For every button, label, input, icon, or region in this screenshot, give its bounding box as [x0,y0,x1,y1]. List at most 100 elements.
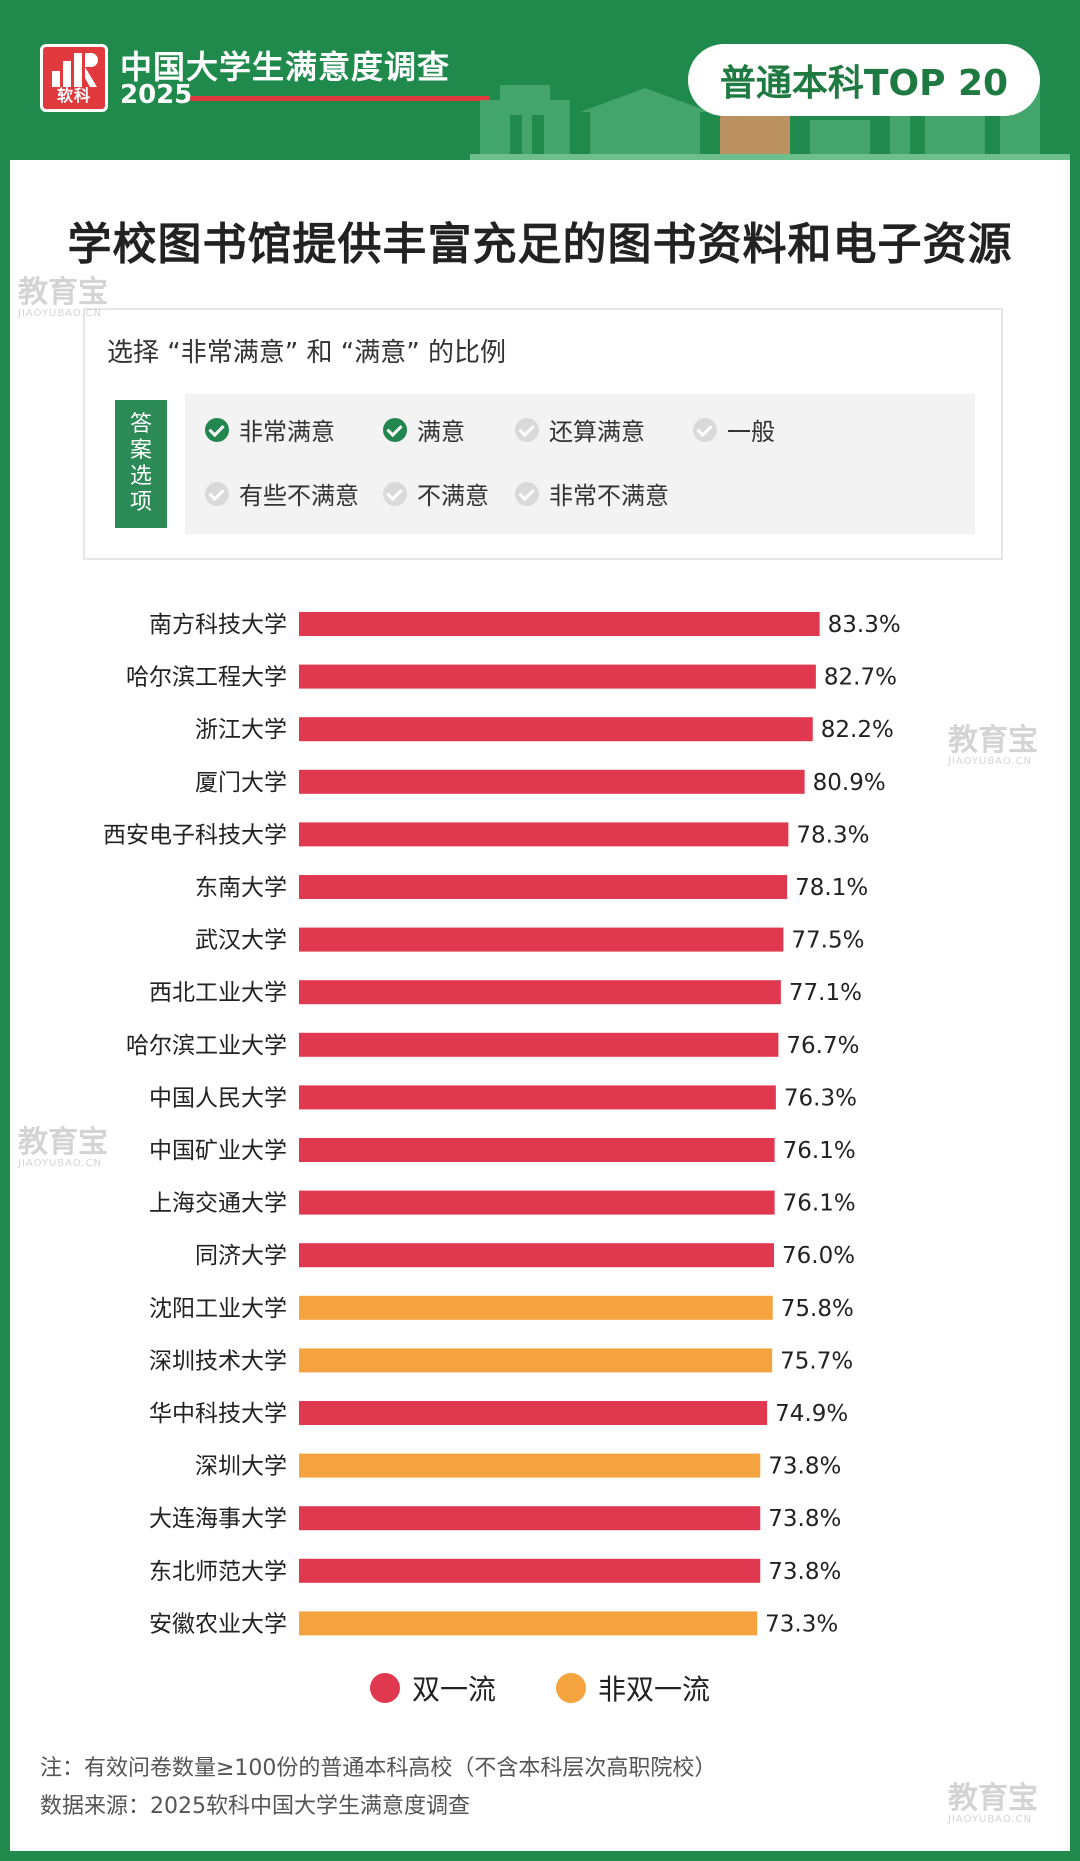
value-label: 74.9% [775,1401,848,1427]
option-dissatisfied: 不满意 [383,476,489,511]
legend-item-non-double-first-class: 非双一流 [556,1668,710,1708]
value-label: 73.8% [768,1454,841,1480]
value-label: 76.3% [784,1085,857,1111]
answer-label-char: 案 [129,438,152,463]
bar-chart: 南方科技大学 83.3% 哈尔滨工程大学 82.7% 浙江大学 82.2% 厦门大学 80.9… [103,612,901,1637]
value-label: 77.1% [789,980,862,1006]
value-label: 75.8% [781,1296,854,1322]
option-very-satisfied: 非常满意 [205,412,335,447]
option-neutral: 一般 [693,412,775,447]
options-list: 非常满意 满意 还算满意 一般 有些不满意 不满意 [185,394,975,534]
data-source: 数据来源：2025软科中国大学生满意度调查 [40,1794,470,1819]
bar [299,1138,775,1162]
bar [299,769,805,794]
legend-label: 双一流 [411,1673,496,1706]
watermark: 教育宝 JIAOYUBAO.CN [18,1125,108,1170]
check-icon [693,417,717,442]
category-label: 中国矿业大学 [149,1138,287,1164]
category-label: 深圳大学 [195,1454,287,1480]
value-label: 83.3% [828,612,901,638]
option-label: 还算满意 [549,418,645,446]
answer-options-label: 答 案 选 项 [115,400,167,528]
category-label: 西安电子科技大学 [103,822,287,848]
category-label: 大连海事大学 [149,1506,287,1532]
category-label: 同济大学 [195,1243,287,1269]
bar [299,1453,761,1478]
answer-label-char: 答 [129,412,152,437]
bar [299,1190,775,1215]
answer-options-card: 选择 “非常满意” 和 “满意” 的比例 答 案 选 项 非常满意 满意 还算满… [83,308,1003,560]
survey-year: 2025 [120,80,193,110]
value-label: 77.5% [791,928,864,954]
legend-dot [556,1673,586,1703]
bar [299,1032,779,1057]
value-label: 82.2% [821,717,894,743]
value-label: 73.3% [765,1611,838,1637]
option-label: 有些不满意 [239,482,359,510]
answer-label-char: 选 [129,464,152,489]
bar [299,927,784,952]
check-icon [205,481,229,506]
bar [299,612,820,636]
bar [299,1611,758,1636]
answer-label-char: 项 [129,490,152,515]
bar [299,1295,773,1320]
watermark: 教育宝 JIAOYUBAO.CN [18,275,108,320]
top20-badge: 普通本科TOP 20 [688,44,1040,116]
category-label: 哈尔滨工程大学 [126,665,287,691]
legend-item-double-first-class: 双一流 [369,1668,496,1708]
check-icon [205,417,229,442]
category-label: 上海交通大学 [149,1191,287,1217]
bar [299,1085,776,1110]
value-label: 82.7% [824,665,897,691]
value-label: 78.1% [795,875,868,901]
option-label: 满意 [417,418,465,446]
category-label: 武汉大学 [195,928,287,954]
bar [299,1506,761,1531]
chart-legend: 双一流 非双一流 [10,1668,1070,1708]
check-icon [383,417,407,442]
shanghairanking-logo: 软科 [40,44,108,112]
content-panel: 学校图书馆提供丰富充足的图书资料和电子资源 选择 “非常满意” 和 “满意” 的… [10,160,1070,1851]
option-satisfied: 满意 [383,412,465,447]
category-label: 厦门大学 [195,770,287,796]
value-label: 73.8% [768,1559,841,1585]
survey-title: 中国大学生满意度调查 [120,48,451,86]
value-label: 78.3% [796,822,869,848]
logo-text: 软科 [56,86,91,105]
value-label: 75.7% [780,1348,853,1374]
check-icon [515,417,539,442]
option-label: 一般 [727,418,775,446]
category-label: 沈阳工业大学 [149,1296,287,1322]
bar [299,822,789,847]
red-divider [190,96,490,101]
check-icon [515,481,539,506]
options-subtitle: 选择 “非常满意” 和 “满意” 的比例 [107,338,506,368]
option-label: 不满意 [417,482,489,510]
legend-dot [369,1673,400,1703]
category-label: 哈尔滨工业大学 [126,1033,287,1059]
category-label: 华中科技大学 [149,1401,287,1427]
watermark: 教育宝 JIAOYUBAO.CN [948,723,1038,768]
chart-title: 学校图书馆提供丰富充足的图书资料和电子资源 [67,219,1013,270]
bar-chart-icon [52,53,98,87]
value-label: 76.7% [786,1033,859,1059]
category-label: 深圳技术大学 [149,1348,287,1374]
category-label: 南方科技大学 [149,612,287,638]
value-label: 80.9% [813,770,886,796]
category-label: 中国人民大学 [149,1085,287,1111]
option-label: 非常不满意 [549,482,669,510]
bar [299,717,813,742]
category-label: 东南大学 [195,875,287,901]
bar [299,875,788,899]
watermark: 教育宝 JIAOYUBAO.CN [948,1781,1038,1826]
header-banner: 软科 中国大学生满意度调查 2025 普通本科TOP 20 [0,0,1080,160]
value-label: 76.1% [783,1138,856,1164]
value-label: 76.0% [782,1243,855,1269]
value-label: 76.1% [783,1191,856,1217]
footnote: 注：有效问卷数量≥100份的普通本科高校（不含本科层次高职院校） [40,1756,717,1781]
option-label: 非常满意 [239,418,335,446]
legend-label: 非双一流 [598,1673,711,1706]
option-very-dissatisfied: 非常不满意 [515,476,669,511]
bar [299,1243,774,1268]
